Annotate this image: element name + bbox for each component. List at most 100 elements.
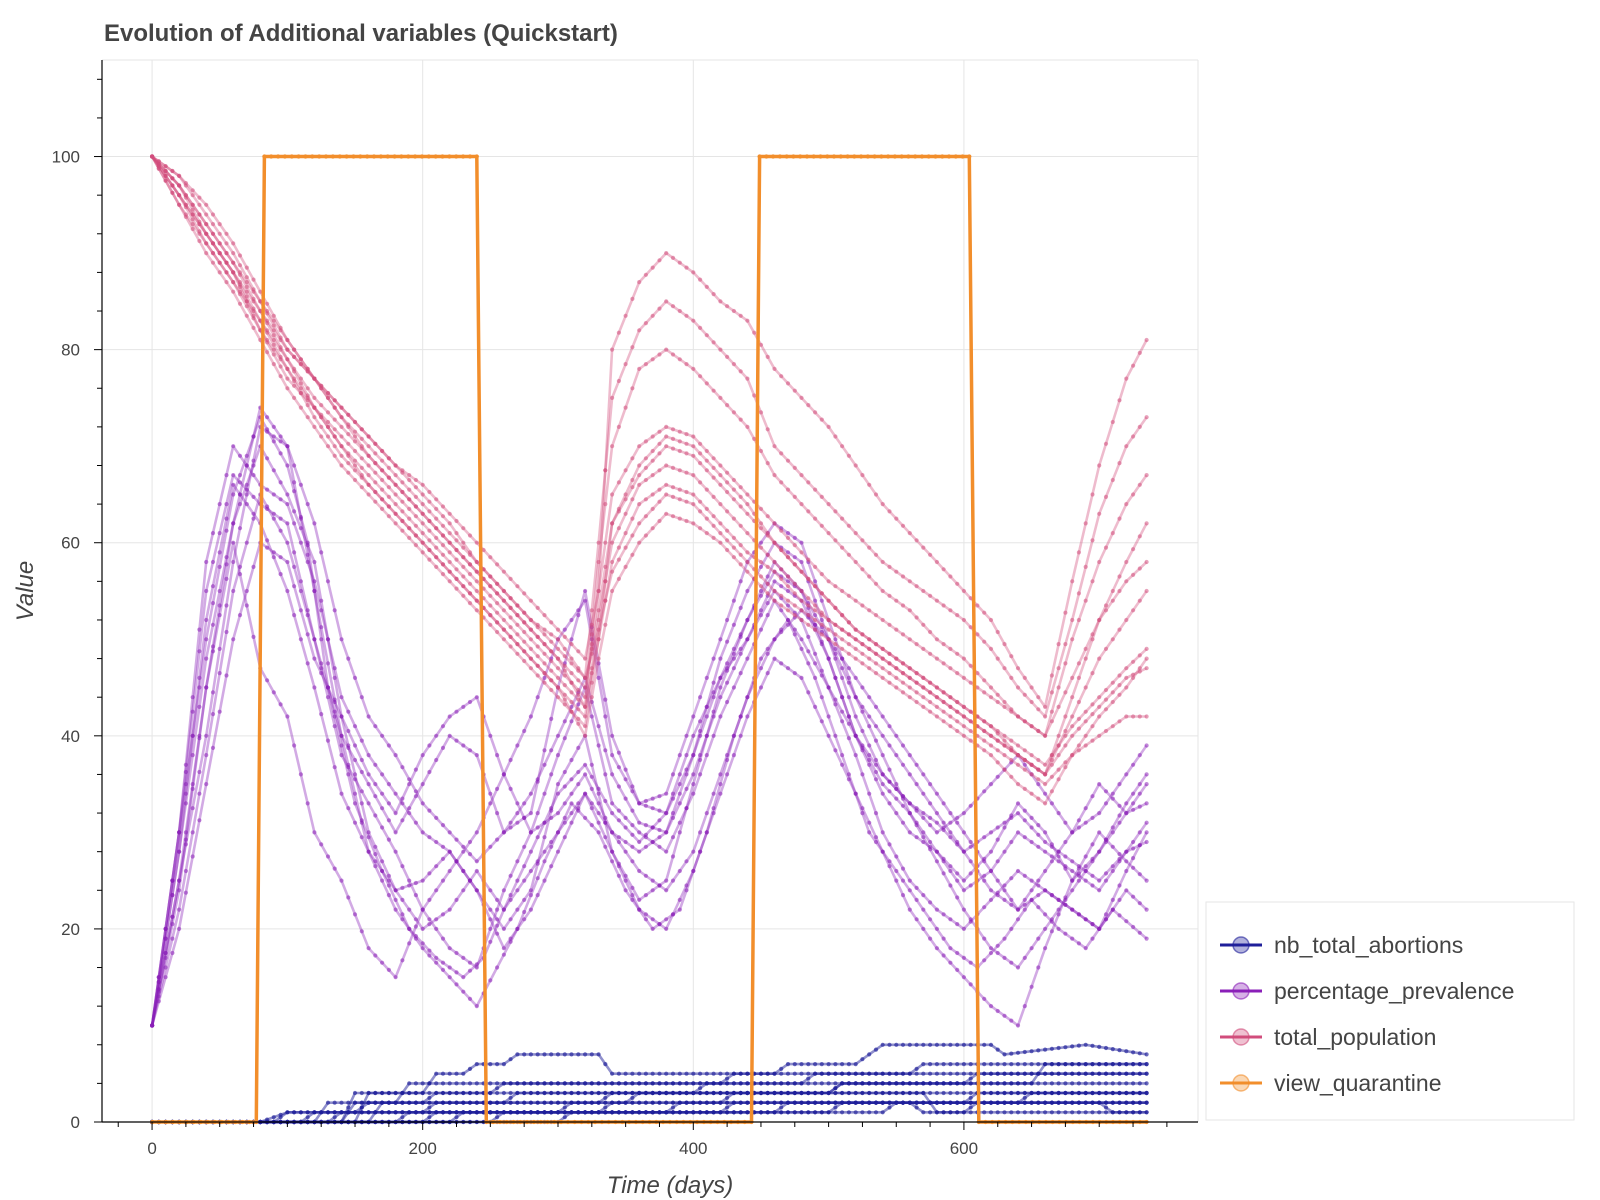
total_population-run-3-point <box>1070 695 1075 700</box>
nb_total_abortions-run-13-point <box>846 1110 852 1115</box>
nb_total_abortions-run-5-point <box>914 1066 919 1071</box>
total_population-run-3-point <box>1131 547 1136 552</box>
total_population-run-5-point <box>1124 617 1129 623</box>
nb_total_abortions-run-3-point <box>1063 1071 1068 1076</box>
total_population-run-6-point <box>860 632 865 637</box>
nb_total_abortions-run-12-point <box>461 1110 466 1115</box>
total_population-run-6-point <box>900 661 906 666</box>
percentage_prevalence-run-1-point <box>1117 820 1122 825</box>
total_population-run-2-point <box>1144 473 1149 478</box>
nb_total_abortions-run-9-point <box>813 1090 818 1096</box>
nb_total_abortions-run-2-point <box>813 1081 818 1086</box>
total_population-run-6-point <box>982 719 987 724</box>
total_population-run-6-point <box>170 168 175 174</box>
percentage_prevalence-run-1-point <box>1137 791 1142 796</box>
total_population-run-1-point <box>867 545 872 550</box>
total_population-run-7-point <box>1124 675 1129 681</box>
percentage_prevalence-run-6-point <box>785 622 791 627</box>
nb_total_abortions-run-7-point <box>900 1081 906 1086</box>
nb_total_abortions-run-13-point <box>1131 1110 1136 1115</box>
total_population-run-2-point <box>779 480 784 485</box>
nb_total_abortions-run-1-point <box>298 1110 303 1115</box>
percentage_prevalence-run-8-point <box>190 782 195 787</box>
percentage_prevalence-run-8-point <box>894 786 899 792</box>
percentage_prevalence-run-1-point <box>887 801 892 806</box>
percentage_prevalence-run-9-point <box>643 844 649 849</box>
percentage_prevalence-run-1-point <box>251 463 256 468</box>
percentage_prevalence-run-6-point <box>880 714 885 719</box>
percentage_prevalence-run-4-point <box>515 859 520 864</box>
nb_total_abortions-run-7-point <box>995 1081 1000 1086</box>
nb_total_abortions-run-12-point <box>1117 1090 1122 1096</box>
total_population-run-2-point <box>325 410 331 415</box>
percentage_prevalence-run-2-point <box>325 661 331 666</box>
total_population-run-3-point <box>474 608 479 613</box>
total_population-run-3-point <box>325 444 331 449</box>
percentage_prevalence-run-9-point <box>623 839 628 845</box>
total_population-run-9-point <box>190 212 195 217</box>
total_population-run-6-point <box>1137 653 1142 658</box>
percentage_prevalence-run-5-point <box>522 728 527 734</box>
percentage_prevalence-run-1-point <box>731 651 737 656</box>
total_population-run-1-point <box>630 345 635 350</box>
total_population-run-4-point <box>522 591 527 596</box>
nb_total_abortions-run-7-point <box>1015 1081 1021 1086</box>
total_population-run-1-point <box>197 202 202 207</box>
total_population-run-2-point <box>704 381 709 386</box>
nb_total_abortions-run-10-point <box>528 1081 534 1086</box>
percentage_prevalence-run-3-point <box>630 897 635 903</box>
percentage_prevalence-run-1-point <box>508 917 513 922</box>
percentage_prevalence-run-9-point <box>860 704 865 710</box>
total_population-run-1-point <box>907 579 912 584</box>
nb_total_abortions-run-10-point <box>467 1081 473 1086</box>
nb_total_abortions-run-7-point <box>961 1081 967 1086</box>
percentage_prevalence-run-7-point <box>434 917 439 922</box>
nb_total_abortions-run-13-point <box>934 1100 940 1105</box>
total_population-run-7-point <box>244 304 249 309</box>
nb_total_abortions-run-13-point <box>894 1100 899 1105</box>
percentage_prevalence-run-3-point <box>522 909 527 915</box>
nb_total_abortions-run-1-point <box>1131 1081 1136 1086</box>
total_population-run-8-point <box>813 617 818 623</box>
total_population-run-2-point <box>982 678 987 683</box>
percentage_prevalence-run-3-point <box>873 839 879 845</box>
total_population-run-0-point <box>846 453 852 458</box>
nb_total_abortions-run-9-point <box>650 1100 655 1105</box>
percentage_prevalence-run-5-point <box>447 868 452 874</box>
total_population-run-8-point <box>488 574 493 579</box>
total_population-run-2-point <box>968 663 973 668</box>
percentage_prevalence-run-5-point <box>562 627 567 632</box>
nb_total_abortions-run-3-point <box>961 1071 967 1076</box>
percentage_prevalence-run-1-point <box>292 509 297 514</box>
percentage_prevalence-run-7-point <box>785 666 791 671</box>
total_population-run-4-point <box>346 412 351 417</box>
percentage_prevalence-run-0-point <box>887 842 892 847</box>
nb_total_abortions-run-10-point <box>914 1042 919 1047</box>
percentage_prevalence-run-9-point <box>698 733 703 738</box>
percentage_prevalence-run-9-point <box>704 714 709 719</box>
total_population-run-4-point <box>995 699 1000 705</box>
total_population-run-6-point <box>1056 743 1061 748</box>
percentage_prevalence-run-7-point <box>569 811 574 816</box>
nb_total_abortions-run-2-point <box>623 1090 628 1096</box>
total_population-run-6-point <box>522 620 527 625</box>
percentage_prevalence-run-4-point <box>725 699 730 705</box>
percentage_prevalence-run-9-point <box>501 946 506 951</box>
percentage_prevalence-run-7-point <box>887 864 892 869</box>
percentage_prevalence-run-4-point <box>826 685 831 690</box>
percentage_prevalence-run-4-point <box>630 823 635 828</box>
percentage_prevalence-run-0-point <box>941 912 946 917</box>
percentage_prevalence-run-5-point <box>995 950 1000 956</box>
nb_total_abortions-run-13-point <box>887 1105 892 1110</box>
total_population-run-0-point <box>474 579 479 584</box>
nb_total_abortions-run-3-point <box>955 1071 960 1076</box>
total_population-run-7-point <box>1009 748 1014 753</box>
percentage_prevalence-run-6-point <box>664 888 669 893</box>
total_population-run-2-point <box>725 403 730 408</box>
percentage_prevalence-run-4-point <box>393 849 398 854</box>
total_population-run-8-point <box>846 642 852 647</box>
total_population-run-0-point <box>772 366 777 371</box>
nb_total_abortions-run-12-point <box>325 1110 331 1115</box>
total_population-run-5-point <box>1076 699 1081 705</box>
nb_total_abortions-run-10-point <box>393 1100 398 1105</box>
